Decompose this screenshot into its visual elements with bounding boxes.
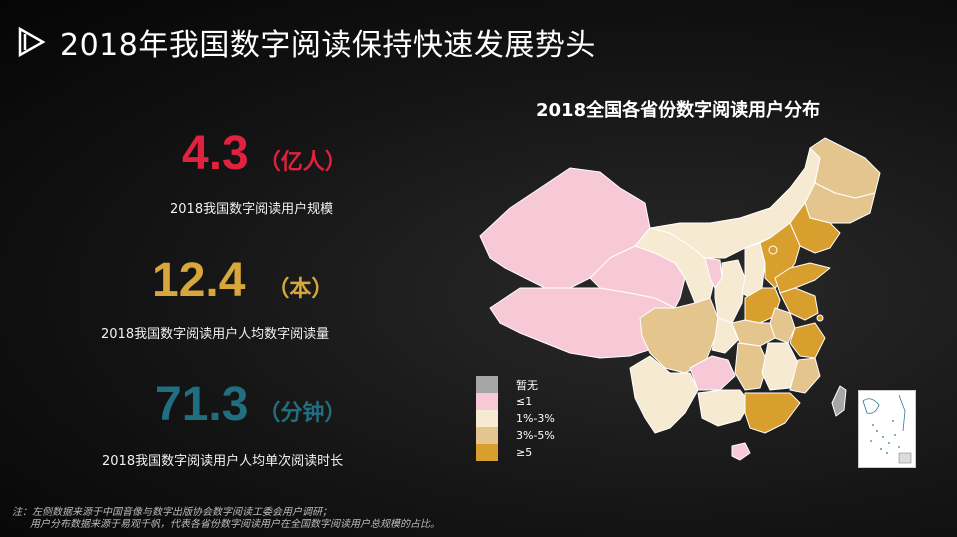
legend-swatch xyxy=(476,376,498,393)
stat-books-value: 12.4 xyxy=(152,254,246,307)
province-yunnan xyxy=(629,355,699,434)
province-jiangxi xyxy=(761,342,799,391)
stat-duration-label: 2018我国数字阅读用户人均单次阅读时长 xyxy=(102,454,344,469)
china-province-map xyxy=(479,137,881,461)
province-zhejiang xyxy=(789,322,826,359)
legend-label: 3%-5% xyxy=(516,429,555,442)
page-title: 2018年我国数字阅读保持快速发展势头 xyxy=(60,28,596,63)
beijing-marker xyxy=(768,245,778,255)
legend-label: 1%-3% xyxy=(516,412,555,425)
legend-swatch xyxy=(476,410,498,427)
legend-item: ≥5 xyxy=(476,444,566,461)
province-guangxi xyxy=(697,389,751,427)
footnote-line-1: 注：左侧数据来源于中国音像与数字出版协会数字阅读工委会用户调研； xyxy=(12,507,332,518)
legend-label: 暂无 xyxy=(516,378,538,392)
stat-users-value: 4.3 xyxy=(182,127,249,180)
stat-users: 4.3 （亿人） xyxy=(182,126,347,181)
province-taiwan xyxy=(831,385,847,417)
stat-duration-value: 71.3 xyxy=(155,378,249,431)
legend-label: ≤1 xyxy=(516,395,533,408)
province-guangdong xyxy=(744,392,801,434)
stat-books: 12.4 （本） xyxy=(152,253,333,308)
legend-item: ≤1 xyxy=(476,393,566,410)
province-liaoning xyxy=(789,202,841,254)
play-triangle-icon xyxy=(18,26,46,58)
province-hainan xyxy=(731,442,751,461)
stat-books-unit: （本） xyxy=(267,277,334,302)
province-fujian xyxy=(789,357,821,394)
legend-item: 1%-3% xyxy=(476,410,566,427)
legend-label: ≥5 xyxy=(516,446,533,459)
legend-item: 3%-5% xyxy=(476,427,566,444)
legend-swatch xyxy=(476,444,498,461)
footnote: 注：左侧数据来源于中国音像与数字出版协会数字阅读工委会用户调研； 用户分布数据来… xyxy=(12,507,440,531)
legend-swatch xyxy=(476,427,498,444)
province-qinghai xyxy=(589,245,686,309)
legend-item: 暂无 xyxy=(476,376,566,393)
shanghai-marker xyxy=(816,314,824,322)
province-chongqing xyxy=(711,317,739,354)
stat-duration: 71.3 （分钟） xyxy=(155,377,346,432)
province-hunan xyxy=(734,342,769,391)
south-china-sea-inset xyxy=(858,390,916,468)
header: 2018年我国数字阅读保持快速发展势头 xyxy=(16,20,596,64)
stat-users-unit: （亿人） xyxy=(258,150,347,175)
stat-books-label: 2018我国数字阅读用户人均数字阅读量 xyxy=(101,327,330,342)
legend-swatch xyxy=(476,393,498,410)
footnote-line-2: 用户分布数据来源于易观千帆，代表各省份数字阅读用户在全国数字阅读用户总规模的占比… xyxy=(30,519,440,530)
stat-users-label: 2018我国数字阅读用户规模 xyxy=(170,202,334,217)
stat-duration-unit: （分钟） xyxy=(258,401,347,426)
map-title: 2018全国各省份数字阅读用户分布 xyxy=(536,100,821,121)
province-hubei xyxy=(731,319,776,347)
map-legend: 暂无 ≤1 1%-3% 3%-5% ≥5 xyxy=(476,376,566,461)
